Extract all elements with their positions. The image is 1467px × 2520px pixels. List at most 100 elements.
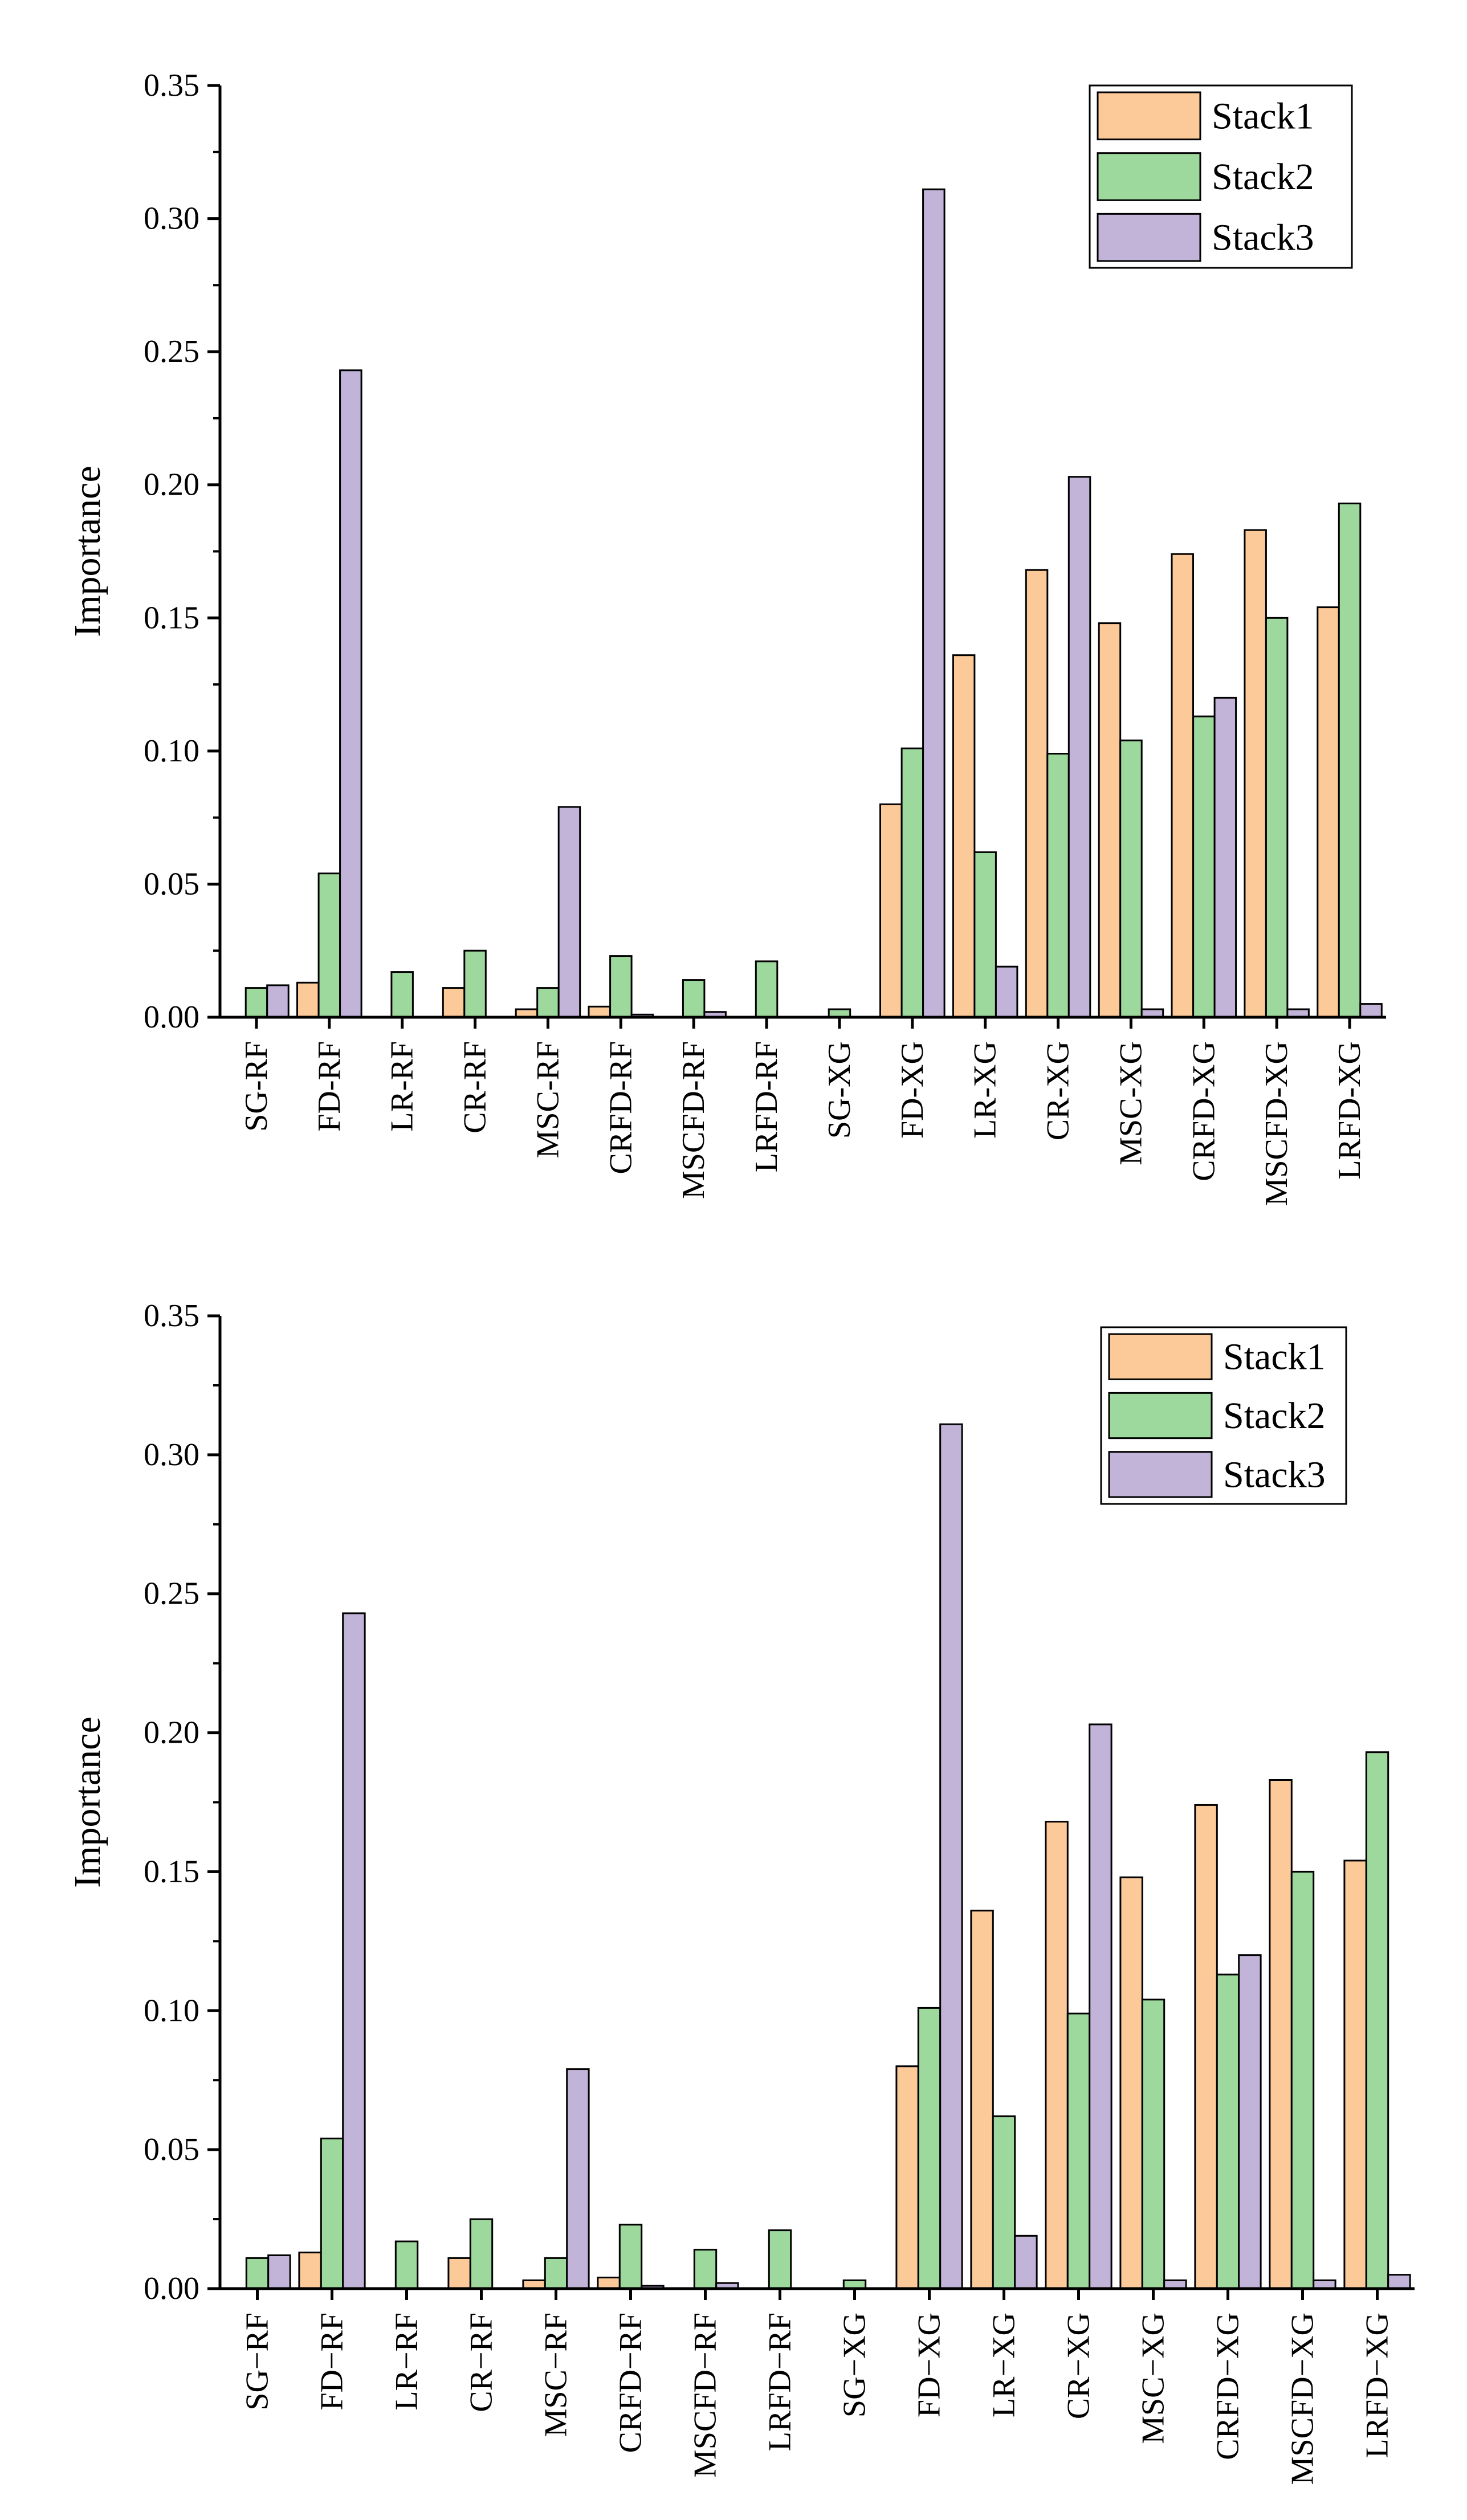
legend-label-stack1: Stack1 [1223,1336,1326,1378]
y-tick-label: 0.20 [144,467,199,503]
bar-stack1-lrfd-xg [1317,606,1340,1018]
legend: Stack1 Stack2 Stack3 [1089,84,1353,269]
bar-stack2-mscfd-xg [1290,1870,1315,2290]
y-tick-label: 0.35 [144,68,199,103]
x-tick-label: MSCFD-XG [1259,1041,1294,1206]
legend-label-stack1: Stack1 [1212,95,1314,137]
bar-stack3-lr-xg [995,965,1018,1018]
bar-stack3-fd-rf [342,1612,366,2290]
bar-stack2-mscfd-rf [682,979,706,1018]
bar-stack1-crfd-rf [588,1005,611,1018]
bar-stack1-mscfd-xg [1244,529,1267,1018]
bar-stack1-lr-xg [970,1910,994,2290]
x-tick-label: CR-XG [1041,1041,1076,1140]
y-tick-label: 0.10 [144,733,199,769]
x-tick-label: MSCFD−XG [1285,2313,1321,2485]
bar-stack3-fd-xg [922,188,946,1018]
x-tick-label: SG-RF [239,1041,274,1132]
bar-stack2-msc-rf [544,2257,568,2290]
x-tick-label: CR−RF [464,2313,499,2412]
bar-stack2-crfd-rf [618,2224,643,2290]
y-ticks: 0.00 0.05 0.10 0.15 0.20 0.25 0.30 0.35 [144,1298,220,2306]
x-tick-label: MSC−RF [539,2313,574,2437]
bar-stack3-msc-rf [566,2068,590,2290]
bar-stack1-cr-rf [442,987,466,1018]
bar-stack3-sg-rf [267,2254,291,2290]
bar-stack1-msc-xg [1098,622,1122,1018]
x-tick-label: MSC−XG [1136,2313,1171,2444]
x-ticks: SG-RF FD-RF LR-RF CR-RF MSC-RF CRFD-RF MSCFD-R… [239,1017,1367,1206]
bar-stack1-cr-xg [1025,569,1049,1018]
bar-stack2-lr-xg [992,2115,1016,2290]
y-tick-label: 0.00 [144,1000,199,1035]
y-axis-title: Importance [67,1716,108,1888]
bar-stack2-lrfd-rf [755,960,779,1018]
bar-stack3-lr-xg [1014,2234,1038,2290]
bar-stack1-fd-xg [895,2065,919,2290]
legend-label-stack2: Stack2 [1223,1395,1326,1437]
bar-stack1-fd-rf [296,981,320,1018]
x-tick-label: CRFD−RF [613,2313,649,2453]
bar-stack3-crfd-xg [1238,1954,1262,2290]
x-tick-label: FD−RF [315,2313,350,2411]
y-tick-label: 0.15 [144,600,199,635]
x-tick-label: MSC-RF [530,1041,565,1158]
legend-swatch-stack2 [1097,152,1201,201]
y-tick-label: 0.20 [144,1715,199,1751]
legend-label-stack3: Stack3 [1223,1454,1326,1495]
bar-stack3-fd-xg [939,1423,963,2290]
y-tick-label: 0.15 [144,1854,199,1889]
x-tick-label: CR−XG [1061,2313,1097,2419]
y-tick-label: 0.05 [144,2132,199,2167]
importance-chart-bottom: 0.00 0.05 0.10 0.15 0.20 0.25 0.30 0.35 SG−RF FD−… [67,1298,1415,2485]
bar-stack2-cr-xg [1046,753,1070,1018]
bar-stack2-mscfd-rf [693,2249,718,2290]
bar-stack2-lr-rf [390,971,414,1018]
y-tick-label: 0.35 [144,1298,199,1334]
bars [245,1423,1411,2290]
x-tick-label: SG−RF [240,2313,275,2411]
bar-stack2-fd-xg [900,747,924,1018]
legend-label-stack2: Stack2 [1212,156,1314,198]
bar-stack2-lr-xg [973,851,997,1018]
x-tick-label: CRFD−XG [1211,2313,1246,2460]
bar-stack2-cr-rf [463,949,487,1018]
bar-stack2-sg-rf [245,2257,270,2290]
bar-stack2-lrfd-rf [768,2229,792,2290]
bar-stack1-crfd-xg [1171,553,1194,1018]
y-tick-label: 0.25 [144,334,199,369]
bar-stack2-msc-rf [536,987,560,1018]
bar-stack2-sg-rf [244,987,268,1018]
bar-stack3-sg-rf [266,984,290,1018]
bar-stack3-cr-xg [1067,476,1091,1018]
bar-stack2-fd-rf [320,2138,344,2290]
bar-stack1-crfd-xg [1194,1804,1218,2290]
bar-stack1-msc-xg [1119,1876,1143,2290]
x-tick-label: SG-XG [822,1041,857,1139]
bar-stack2-msc-xg [1119,739,1143,1018]
x-tick-label: LRFD-RF [749,1041,784,1172]
bar-stack2-msc-xg [1141,1999,1166,2290]
x-tick-label: LR−RF [389,2313,425,2411]
bar-stack3-cr-xg [1089,1723,1113,2290]
bar-stack2-crfd-rf [609,955,633,1018]
bars [244,188,1383,1018]
bar-stack2-cr-rf [469,2218,494,2290]
y-tick-label: 0.30 [144,1437,199,1473]
bar-stack3-lrfd-xg [1387,2274,1411,2290]
bar-stack1-mscfd-xg [1269,1779,1293,2290]
bar-stack1-fd-xg [879,803,903,1018]
x-tick-label: MSCFD-RF [676,1041,711,1199]
bar-stack1-cr-rf [447,2257,471,2290]
x-tick-label: LR−XG [987,2313,1022,2417]
legend-swatch-stack3 [1108,1451,1213,1498]
bar-stack1-cr-xg [1045,1821,1069,2290]
bar-stack2-cr-xg [1066,2012,1091,2290]
bar-stack3-crfd-xg [1213,696,1237,1018]
x-tick-label: LRFD−RF [763,2313,798,2451]
bar-stack3-fd-rf [339,369,362,1018]
bar-stack1-crfd-rf [597,2277,621,2290]
x-tick-label: SG−XG [837,2313,873,2417]
y-tick-label: 0.30 [144,201,199,236]
legend-label-stack3: Stack3 [1212,217,1314,259]
